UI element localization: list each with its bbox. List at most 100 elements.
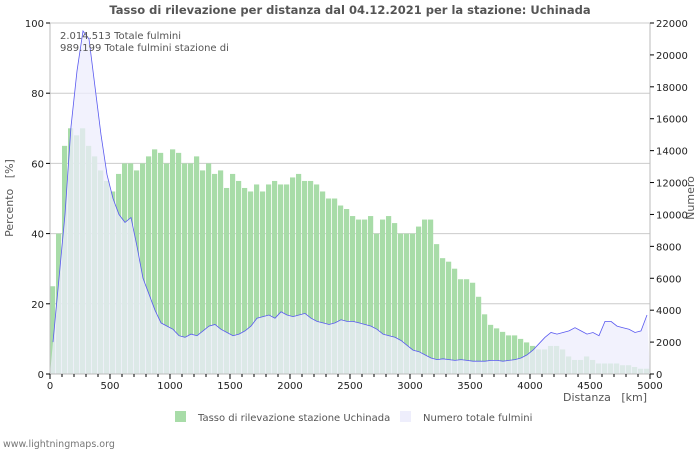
rate-bar <box>158 152 164 374</box>
legend-label-total: Numero totale fulmini <box>423 413 532 424</box>
rate-bar <box>422 219 428 374</box>
y-tick-label: 0 <box>38 370 44 381</box>
rate-bar <box>302 180 308 374</box>
rate-bar <box>458 279 464 374</box>
rate-bar <box>494 328 500 374</box>
total-line <box>52 29 648 362</box>
x-tick-label: 0 <box>47 381 53 392</box>
y2-tick-label: 16000 <box>656 115 688 126</box>
rate-bar <box>278 184 284 374</box>
rate-bar <box>194 156 200 374</box>
chart-title: Tasso di rilevazione per distanza dal 04… <box>109 3 590 17</box>
total-area-fill <box>50 31 650 374</box>
footer-link[interactable]: www.lightningmaps.org <box>3 439 115 450</box>
y-tick-label: 20 <box>31 300 44 311</box>
rate-bar <box>512 335 518 374</box>
rate-bar <box>206 163 212 374</box>
rate-bar <box>50 286 56 374</box>
rate-bar <box>404 233 410 374</box>
x-tick-label: 4000 <box>517 381 542 392</box>
rate-bar <box>266 184 272 374</box>
y-axis-label: Percento [%] <box>3 159 16 237</box>
y-tick-label: 80 <box>31 89 44 100</box>
rate-bar <box>176 152 182 374</box>
x-tick-label: 5000 <box>637 381 662 392</box>
y-tick-label: 60 <box>31 159 44 170</box>
rate-bars <box>50 128 650 374</box>
annotation-total: 2.014.513 Totale fulmini <box>60 31 181 42</box>
total-area <box>50 29 650 374</box>
rate-bar <box>146 156 152 374</box>
y2-tick-label: 10000 <box>656 210 688 221</box>
rate-bar <box>482 314 488 374</box>
rate-bar <box>200 170 206 374</box>
y2-tick-label: 18000 <box>656 83 688 94</box>
rate-bar <box>440 258 446 374</box>
rate-bar <box>518 338 524 374</box>
rate-bar <box>308 180 314 374</box>
x-tick-label: 1000 <box>157 381 182 392</box>
rate-bar <box>290 177 296 374</box>
rate-bar <box>350 216 356 374</box>
x-tick-label: 1500 <box>217 381 242 392</box>
rate-bar <box>488 324 494 374</box>
x-axis-label: Distanza [km] <box>563 391 647 404</box>
y2-tick-label: 6000 <box>656 274 681 285</box>
y2-tick-label: 22000 <box>656 19 688 30</box>
rate-bar <box>464 279 470 374</box>
rate-bar <box>188 163 194 374</box>
y2-tick-label: 8000 <box>656 242 681 253</box>
y2-tick-label: 14000 <box>656 147 688 158</box>
rate-bar <box>392 223 398 374</box>
rate-bar <box>140 163 146 374</box>
rate-bar <box>416 226 422 374</box>
rate-bar <box>476 296 482 374</box>
rate-bar <box>212 173 218 374</box>
rate-bar <box>254 184 260 374</box>
y2-tick-label: 12000 <box>656 179 688 190</box>
rate-bar <box>344 209 350 374</box>
rate-bar <box>320 191 326 374</box>
rate-bar <box>230 173 236 374</box>
rate-bar <box>170 149 176 374</box>
rate-bar <box>242 187 248 374</box>
rate-bar <box>434 244 440 374</box>
annotation-station: 989.199 Totale fulmini stazione di <box>60 43 229 54</box>
rate-bar <box>446 261 452 374</box>
y2-tick-label: 0 <box>656 370 662 381</box>
rate-bar <box>386 216 392 374</box>
y2-axis-label: Numero <box>684 176 697 220</box>
rate-bar <box>452 268 458 374</box>
x-tick-label: 4500 <box>577 381 602 392</box>
rate-bar <box>356 219 362 374</box>
rate-bar <box>332 198 338 374</box>
rate-bar <box>368 216 374 374</box>
rate-bar <box>284 184 290 374</box>
rate-bar <box>182 163 188 374</box>
rate-bar <box>398 233 404 374</box>
rate-bar <box>470 282 476 374</box>
rate-bar <box>380 219 386 374</box>
x-tick-label: 2000 <box>277 381 302 392</box>
legend-label-rate: Tasso di rilevazione stazione Uchinada <box>197 413 390 424</box>
rate-bar <box>326 198 332 374</box>
rate-bar <box>374 233 380 374</box>
axes: 0 500 1000 1500 2000 2500 3000 3500 4000 4500 5000… <box>25 19 688 392</box>
rate-bar <box>506 335 512 374</box>
rate-bar <box>428 219 434 374</box>
y2-tick-label: 2000 <box>656 338 681 349</box>
x-tick-label: 3000 <box>397 381 422 392</box>
rate-bar <box>314 184 320 374</box>
legend-swatch-total <box>400 411 411 422</box>
rate-bar <box>218 170 224 374</box>
x-tick-label: 500 <box>100 381 119 392</box>
rate-bar <box>338 205 344 374</box>
rate-bar <box>224 187 230 374</box>
rate-bar <box>164 163 170 374</box>
rate-bar <box>500 331 506 374</box>
x-tick-label: 3500 <box>457 381 482 392</box>
legend-swatch-rate <box>175 411 186 422</box>
y2-tick-label: 4000 <box>656 306 681 317</box>
rate-bar <box>272 180 278 374</box>
